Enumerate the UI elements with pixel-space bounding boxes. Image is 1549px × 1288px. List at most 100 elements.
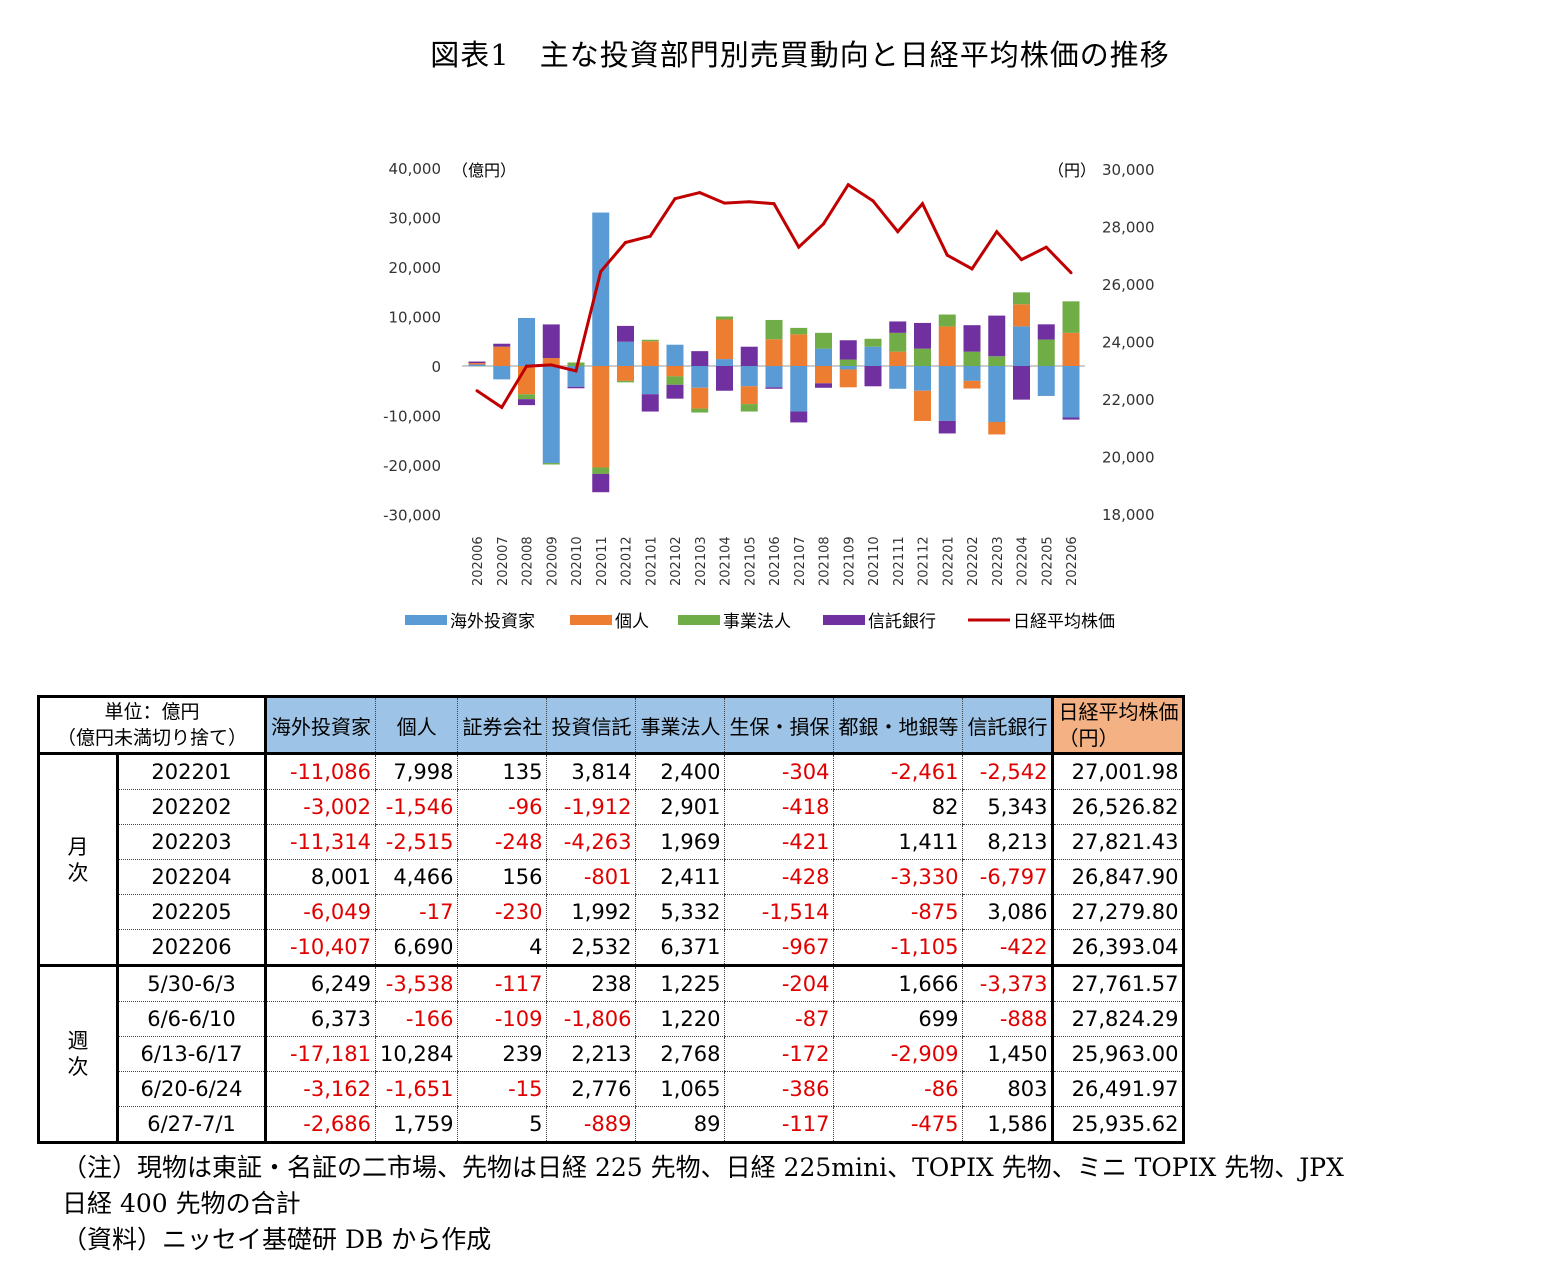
bar-0-202008: [518, 317, 535, 366]
left-tick-label: 10,000: [389, 309, 442, 327]
bar-3-202102: [666, 384, 684, 399]
bar-0-202011: [592, 212, 610, 366]
value-cell: -6,049: [265, 894, 376, 930]
value-cell: -4,263: [546, 824, 636, 860]
value-cell: 4,466: [374, 859, 458, 895]
bar-1-202106: [765, 339, 783, 366]
value-cell: -2,542: [962, 753, 1053, 790]
nikkei-header-text: （円）: [1058, 726, 1119, 750]
group-label-monthly: 月次: [38, 753, 119, 967]
x-tick-label: 202108: [818, 536, 833, 586]
value-cell: -428: [724, 859, 834, 895]
value-cell: -386: [724, 1071, 834, 1107]
value-cell: 6,371: [635, 929, 725, 967]
value-cell: -1,105: [833, 929, 963, 967]
x-tick-label: 202103: [694, 536, 709, 586]
bar-1-202101: [641, 341, 659, 366]
nikkei-point: [970, 267, 974, 271]
value-cell: 1,969: [635, 824, 725, 860]
nikkei-cell: 27,279.80: [1051, 894, 1184, 930]
value-cell: -11,314: [265, 824, 376, 860]
nikkei-point: [723, 201, 726, 205]
value-cell: -117: [724, 1106, 834, 1144]
row-label: 202202: [117, 789, 267, 825]
value-cell: -2,461: [833, 753, 963, 790]
bar-3-202110: [864, 366, 882, 387]
value-cell: 1,450: [962, 1036, 1053, 1072]
bar-0-202201: [938, 366, 956, 421]
table-row: 6/20-6/24 -3,162 -1,651 -15 2,776 1,065 -386 -8…: [39, 1071, 1184, 1107]
bar-0-202202: [963, 366, 981, 381]
left-tick-label: 20,000: [389, 259, 442, 277]
x-tick-label: 202204: [1016, 536, 1031, 586]
right-tick-label: 28,000: [1102, 219, 1155, 237]
nikkei-point: [772, 202, 776, 206]
nikkei-point: [574, 369, 578, 373]
bar-1-202109: [839, 369, 857, 388]
x-tick-label: 202105: [743, 536, 758, 586]
x-tick-label: 202106: [768, 536, 783, 586]
bar-1-202105: [740, 386, 758, 405]
group-char: 月: [67, 834, 89, 859]
x-tick-label: 202112: [917, 536, 932, 586]
bar-3-202106: [765, 387, 783, 389]
x-tick-label: 202011: [595, 536, 610, 586]
nikkei-point: [599, 270, 603, 274]
nikkei-point: [1044, 245, 1048, 249]
bar-3-202105: [740, 346, 758, 366]
bar-1-202108: [815, 366, 832, 384]
value-cell: 3,814: [546, 753, 636, 790]
value-cell: -86: [833, 1071, 963, 1107]
value-cell: 2,768: [635, 1036, 725, 1072]
nikkei-cell: 26,491.97: [1051, 1071, 1184, 1107]
unit-header: 単位：億円 （億円未満切り捨て）: [38, 696, 267, 755]
bar-2-202205: [1037, 339, 1055, 366]
left-tick-label: -10,000: [383, 408, 441, 426]
bar-1-202011: [592, 366, 610, 468]
bar-0-202203: [988, 366, 1006, 423]
row-label: 6/13-6/17: [117, 1036, 267, 1072]
nikkei-point: [648, 234, 652, 238]
nikkei-point: [525, 364, 528, 368]
bar-0-202101: [641, 366, 659, 395]
nikkei-cell: 27,761.57: [1051, 965, 1184, 1002]
nikkei-point: [747, 200, 751, 204]
notes: （注）現物は東証・名証の二市場、先物は日経 225 先物、日経 225mini、…: [62, 1150, 1344, 1258]
bar-3-202008: [518, 399, 535, 406]
column-header: 海外投資家: [265, 696, 376, 755]
nikkei-point: [896, 230, 900, 234]
value-cell: -1,806: [546, 1001, 636, 1037]
bar-3-202203: [988, 315, 1006, 357]
value-cell: -888: [962, 1001, 1053, 1037]
column-header: 事業法人: [635, 696, 725, 755]
bar-0-202112: [914, 366, 931, 391]
note-line: （注）現物は東証・名証の二市場、先物は日経 225 先物、日経 225mini、…: [62, 1153, 1344, 1182]
x-tick-label: 202010: [570, 536, 585, 586]
bar-1-202104: [716, 319, 733, 360]
table-row: 6/13-6/17 -17,181 10,284 239 2,213 2,768 -172-…: [39, 1036, 1184, 1072]
value-cell: 8,001: [265, 859, 376, 895]
value-cell: 135: [457, 753, 547, 790]
group-char: 次: [67, 1055, 89, 1079]
bar-2-202103: [691, 408, 709, 413]
nikkei-point: [995, 230, 999, 234]
nikkei-point: [921, 202, 924, 206]
value-cell: 1,586: [962, 1106, 1053, 1144]
bar-1-202202: [963, 380, 981, 389]
value-cell: 4: [457, 929, 547, 967]
nikkei-point: [475, 389, 479, 393]
bar-1-202201: [938, 326, 956, 366]
x-tick-label: 202203: [991, 536, 1006, 586]
table-row: 202203 -11,314 -2,515 -248 -4,263 1,969 -421 1,…: [39, 824, 1184, 860]
nikkei-cell: 26,847.90: [1051, 859, 1184, 895]
legend-label: 個人: [615, 612, 649, 632]
bar-2-202202: [963, 351, 981, 366]
legend-swatch-0: [405, 615, 447, 625]
value-cell: 238: [546, 965, 636, 1002]
table-row: 202206 -10,407 6,690 4 2,532 6,371 -967 -1,105-…: [39, 929, 1184, 967]
bar-1-202203: [988, 422, 1006, 435]
row-label: 202204: [117, 859, 267, 895]
legend-label: 海外投資家: [450, 612, 535, 632]
legend-swatch-1: [570, 615, 612, 625]
left-tick-label: 0: [431, 358, 441, 376]
